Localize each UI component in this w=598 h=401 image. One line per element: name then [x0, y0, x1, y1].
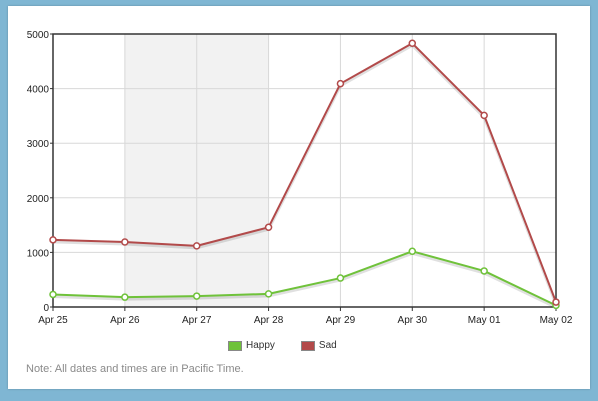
- happy-data-point: [49, 290, 57, 299]
- y-tick-label: 3000: [27, 139, 50, 150]
- happy-data-point: [264, 290, 273, 298]
- chart-card: 0 1000 2000 3000 4000 5000 Apr 25 Apr 26 Apr 27 A…: [8, 6, 590, 389]
- chart-legend: Happy Sad: [228, 340, 337, 351]
- legend-label-happy: Happy: [246, 340, 275, 351]
- legend-item-sad[interactable]: Sad: [300, 340, 337, 351]
- happy-data-point: [480, 267, 488, 275]
- happy-data-point: [408, 247, 417, 256]
- sad-swatch: [300, 340, 315, 351]
- y-tick-label: 5000: [27, 30, 50, 41]
- x-tick-label: Apr 30: [398, 315, 428, 326]
- y-tick-label: 4000: [27, 85, 50, 96]
- y-tick-label: 1000: [27, 248, 50, 259]
- sad-data-point: [49, 236, 57, 244]
- x-tick-label: Apr 28: [254, 315, 284, 326]
- legend-label-sad: Sad: [318, 340, 337, 351]
- x-tick-label: Apr 29: [326, 315, 356, 326]
- happy-swatch: [228, 340, 242, 351]
- x-tick-label: May 02: [540, 315, 573, 326]
- x-tick-label: Apr 26: [110, 315, 140, 326]
- timezone-note: Note: All dates and times are in Pacific…: [26, 363, 244, 375]
- sad-data-point: [336, 79, 345, 88]
- x-tick-label: Apr 25: [38, 315, 68, 326]
- happy-series-line: [52, 250, 557, 307]
- happy-data-point: [336, 274, 345, 282]
- plot-frame: [52, 33, 557, 308]
- y-tick-label: 0: [43, 303, 49, 314]
- y-tick-label: 2000: [27, 194, 50, 205]
- sad-data-point: [121, 238, 129, 246]
- sad-data-point: [192, 242, 201, 250]
- sad-data-point: [552, 298, 560, 306]
- legend-item-happy[interactable]: Happy: [228, 340, 275, 351]
- sad-data-point: [408, 39, 417, 48]
- sad-data-point: [264, 223, 273, 232]
- happy-series-shadow: [52, 251, 557, 309]
- x-tick-label: May 01: [468, 315, 501, 326]
- sad-series-line: [52, 42, 557, 303]
- x-tick-label: Apr 27: [182, 315, 212, 326]
- sad-data-point: [480, 111, 488, 120]
- line-chart: 0 1000 2000 3000 4000 5000 Apr 25 Apr 26 Apr 27 A…: [27, 30, 573, 326]
- happy-data-point: [192, 292, 201, 300]
- happy-data-point: [121, 293, 129, 301]
